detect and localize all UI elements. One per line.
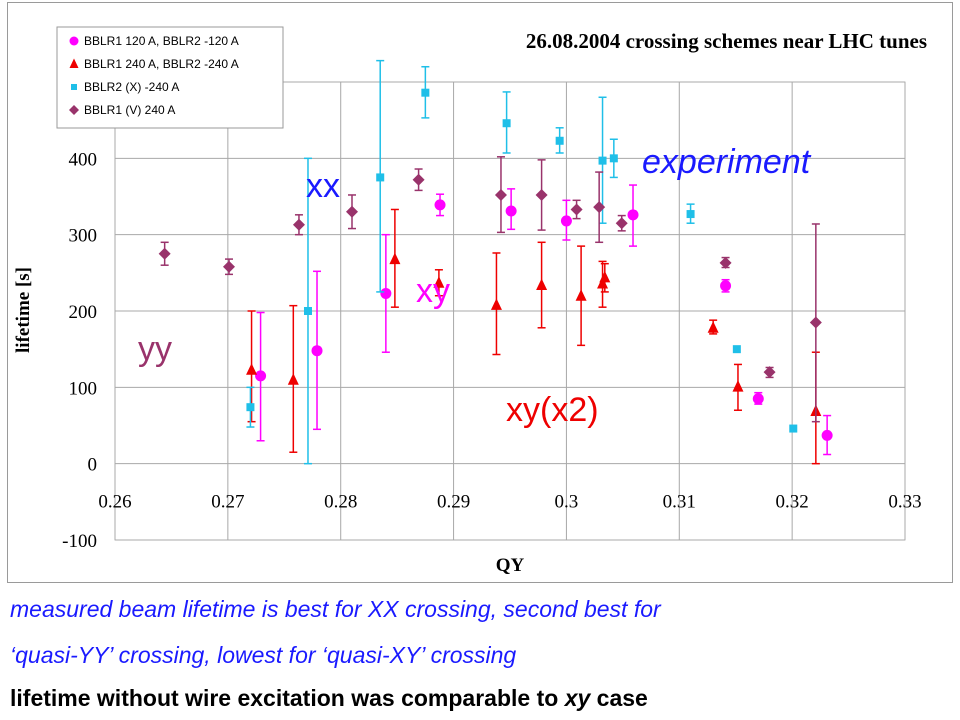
data-point — [502, 119, 511, 128]
x-tick-label: 0.32 — [776, 492, 809, 513]
data-point — [287, 373, 299, 385]
data-point — [490, 298, 502, 310]
data-point — [615, 217, 628, 230]
x-tick-label: 0.29 — [437, 492, 470, 513]
y-tick-label: 200 — [69, 302, 98, 323]
caption-line-3: lifetime without wire excitation was com… — [10, 685, 648, 712]
data-point — [158, 247, 171, 260]
data-point — [421, 88, 430, 97]
y-tick-label: -100 — [62, 531, 97, 552]
x-tick-label: 0.33 — [888, 492, 921, 513]
y-tick-label: 300 — [69, 226, 98, 247]
legend-entry-label: BBLR2 (X) -240 A — [84, 80, 179, 94]
data-point — [598, 156, 607, 165]
chart-title: 26.08.2004 crossing schemes near LHC tun… — [526, 29, 927, 53]
annotation-label: yy — [138, 330, 172, 368]
data-point — [69, 58, 79, 68]
data-point — [246, 363, 258, 375]
y-tick-label: 100 — [69, 378, 98, 399]
x-axis-title: QY — [496, 555, 525, 576]
data-point — [627, 209, 639, 221]
data-point — [412, 173, 425, 186]
annotation-label: xy — [416, 272, 450, 310]
data-point — [494, 188, 507, 201]
tick-labels: 0.26 0.27 0.28 0.29 0.3 0.31 0.32 0.33 -100 0 100 2… — [62, 73, 921, 552]
y-axis-title: lifetime [s] — [13, 267, 34, 353]
data-point — [536, 278, 548, 291]
lifetime-chart: 0.26 0.27 0.28 0.29 0.3 0.31 0.32 0.33 -100 0 100 2… — [13, 26, 927, 576]
data-point — [69, 36, 79, 46]
data-point — [609, 154, 618, 163]
legend-box — [56, 26, 284, 129]
data-point — [720, 280, 732, 292]
data-point — [433, 276, 445, 288]
data-point — [311, 345, 323, 357]
x-tick-label: 0.27 — [211, 492, 244, 513]
data-point — [292, 218, 305, 231]
caption-line-2: ‘quasi-YY’ crossing, lowest for ‘quasi-X… — [10, 642, 517, 668]
legend-entry-label: BBLR1 120 A, BBLR2 -120 A — [84, 34, 239, 48]
data-point — [376, 173, 385, 182]
data-point — [560, 215, 572, 227]
data-point — [719, 256, 732, 269]
caption-line-3-start: lifetime without wire excitation was com… — [10, 685, 565, 711]
data-point — [555, 136, 564, 145]
legend-entry-label: BBLR1 (V) 240 A — [84, 103, 175, 117]
x-tick-label: 0.3 — [555, 492, 579, 513]
data-point — [380, 287, 392, 299]
data-point — [222, 260, 235, 273]
data-point — [71, 84, 77, 90]
data-point — [434, 199, 446, 211]
caption-line-3-end: case — [590, 685, 648, 711]
legend-entry-label: BBLR1 240 A, BBLR2 -240 A — [84, 57, 239, 71]
data-point — [789, 424, 798, 433]
data-point — [763, 366, 776, 379]
y-tick-label: 400 — [69, 149, 98, 170]
data-point — [505, 205, 517, 217]
caption-line-3-emphasis: xy — [564, 685, 591, 711]
annotation-label: xy(x2) — [506, 391, 599, 429]
data-point — [535, 188, 548, 201]
data-point — [593, 201, 606, 214]
data-point — [303, 307, 312, 315]
data-point — [570, 203, 583, 216]
data-point — [346, 205, 358, 218]
data-point — [389, 252, 401, 265]
data-point — [752, 393, 764, 405]
caption-line-1: measured beam lifetime is best for XX cr… — [10, 596, 661, 622]
annotation-label: experiment — [642, 143, 812, 181]
data-point — [821, 429, 833, 441]
data-point — [732, 345, 741, 354]
data-point — [809, 316, 822, 329]
data-point — [686, 210, 695, 219]
data-point — [69, 105, 79, 115]
y-tick-label: 0 — [88, 455, 98, 476]
data-point — [246, 403, 255, 412]
data-marks — [158, 59, 833, 465]
x-tick-label: 0.28 — [324, 492, 357, 513]
chart-frame — [7, 2, 953, 583]
grid — [114, 81, 906, 541]
annotation-label: xx — [306, 167, 340, 205]
x-tick-label: 0.26 — [98, 492, 131, 513]
data-point — [575, 289, 587, 301]
x-tick-label: 0.31 — [663, 492, 696, 513]
data-point — [732, 380, 744, 392]
annotations: experiment xx xy yy xy(x2) — [138, 143, 812, 429]
data-point — [599, 270, 611, 283]
data-point — [707, 321, 719, 333]
legend: BBLR1 120 A, BBLR2 -120 A BBLR1 240 A, BB… — [56, 26, 284, 129]
data-point — [255, 370, 267, 382]
